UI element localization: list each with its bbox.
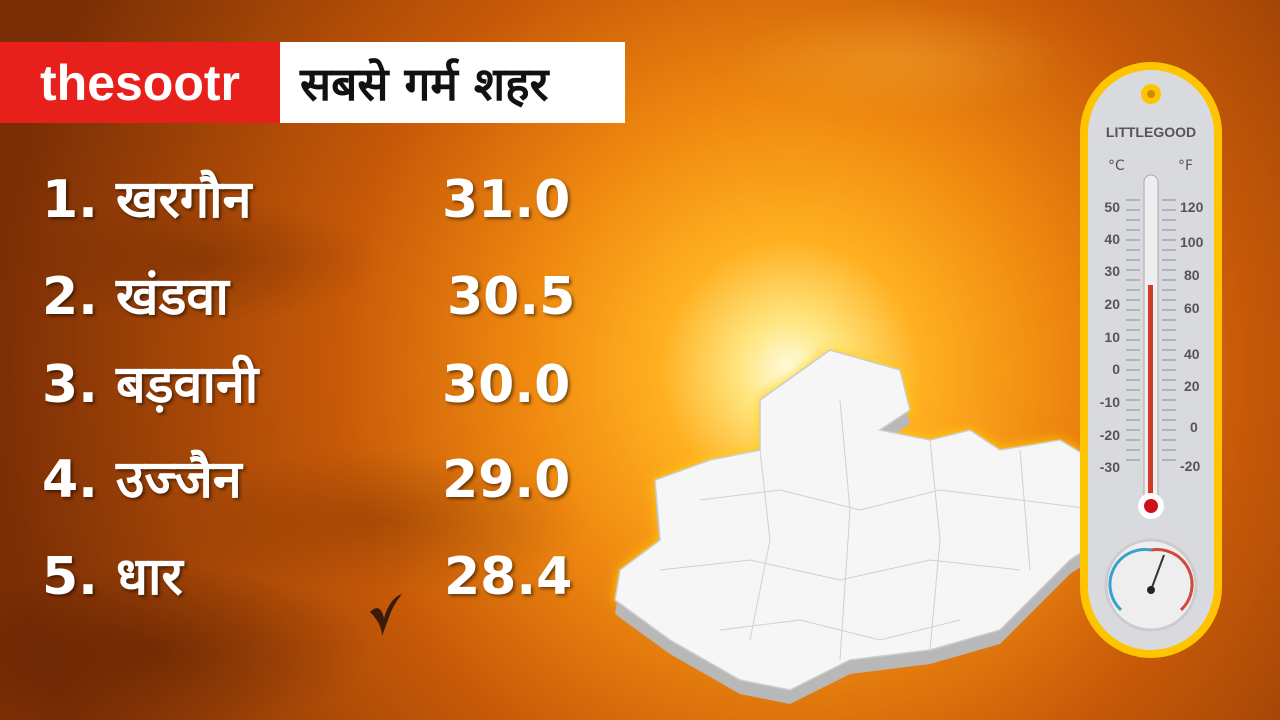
city-name: खंडवा — [116, 267, 229, 327]
list-item: 2. खंडवा 30.5 — [42, 262, 602, 332]
header-banner: thesootr सबसे गर्म शहर — [0, 42, 625, 123]
rank: 2. — [42, 267, 98, 327]
c-tick: -20 — [1100, 427, 1120, 443]
fahrenheit-label: °F — [1178, 158, 1193, 174]
c-tick: 30 — [1104, 263, 1120, 279]
f-tick: 100 — [1180, 234, 1204, 250]
bird-silhouette — [370, 594, 402, 636]
f-tick: 20 — [1184, 378, 1200, 394]
page-title: सबसे गर्म शहर — [280, 42, 625, 123]
list-item: 4. उज्जैन 29.0 — [42, 445, 602, 515]
temperature: 30.5 — [447, 267, 576, 327]
city-name: उज्जैन — [116, 450, 242, 510]
f-tick: 80 — [1184, 267, 1200, 283]
c-tick: 10 — [1104, 329, 1120, 345]
temperature: 31.0 — [442, 170, 571, 230]
f-tick: 120 — [1180, 199, 1204, 215]
rank: 4. — [42, 450, 98, 510]
city-name: धार — [116, 547, 183, 607]
f-tick: 40 — [1184, 346, 1200, 362]
rank: 3. — [42, 355, 98, 415]
rank: 5. — [42, 547, 98, 607]
list-item: 5. धार 28.4 — [42, 542, 602, 612]
list-item: 1. खरगौन 31.0 — [42, 165, 602, 235]
c-tick: -30 — [1100, 459, 1120, 475]
temperature: 28.4 — [444, 547, 573, 607]
f-tick: -20 — [1180, 458, 1200, 474]
c-tick: 40 — [1104, 231, 1120, 247]
city-name: खरगौन — [116, 170, 252, 230]
city-name: बड़वानी — [116, 355, 259, 415]
rank: 1. — [42, 170, 98, 230]
celsius-label: °C — [1108, 158, 1125, 174]
thermometer-image: LITTLEGOOD °C °F 50 40 30 20 10 0 -10 -2… — [1080, 62, 1222, 658]
c-tick: 20 — [1104, 296, 1120, 312]
temperature: 29.0 — [442, 450, 571, 510]
f-tick: 60 — [1184, 300, 1200, 316]
temperature: 30.0 — [442, 355, 571, 415]
c-tick: -10 — [1100, 394, 1120, 410]
f-tick: 0 — [1190, 419, 1198, 435]
brand-logo: thesootr — [0, 42, 280, 123]
c-tick: 50 — [1104, 199, 1120, 215]
madhya-pradesh-map — [614, 349, 1126, 704]
c-tick: 0 — [1112, 361, 1120, 377]
thermometer-brand: LITTLEGOOD — [1106, 124, 1196, 140]
list-item: 3. बड़वानी 30.0 — [42, 350, 602, 420]
